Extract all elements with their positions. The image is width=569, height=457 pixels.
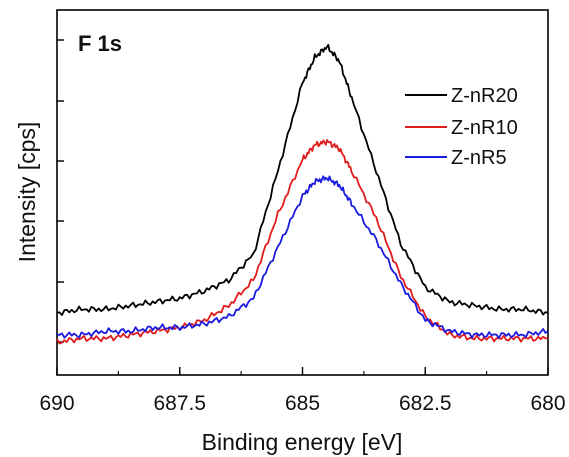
legend: Z-nR20 Z-nR10 Z-nR5 (405, 85, 518, 169)
legend-label-z-nr5: Z-nR5 (451, 147, 507, 169)
series-line-z-nr5 (56, 175, 549, 339)
x-axis-ticks: 690 687.5 685 682.5 680 (39, 367, 566, 415)
plot-frame (56, 9, 549, 376)
legend-label-z-nr20: Z-nR20 (451, 85, 518, 107)
series-line-z-nr20 (56, 43, 549, 317)
x-tick-label: 685 (285, 392, 320, 415)
y-axis-title: Intensity [cps] (14, 122, 40, 263)
x-axis-title: Binding energy [eV] (202, 429, 403, 455)
series-line-z-nr10 (56, 139, 549, 345)
x-tick-label: 687.5 (153, 392, 206, 415)
chart-title: F 1s (78, 31, 122, 56)
y-axis-ticks (57, 39, 64, 343)
legend-label-z-nr10: Z-nR10 (451, 117, 518, 139)
x-tick-label: 680 (530, 392, 565, 415)
series-layer (56, 43, 549, 345)
x-tick-label: 682.5 (399, 392, 452, 415)
x-tick-label: 690 (39, 392, 74, 415)
